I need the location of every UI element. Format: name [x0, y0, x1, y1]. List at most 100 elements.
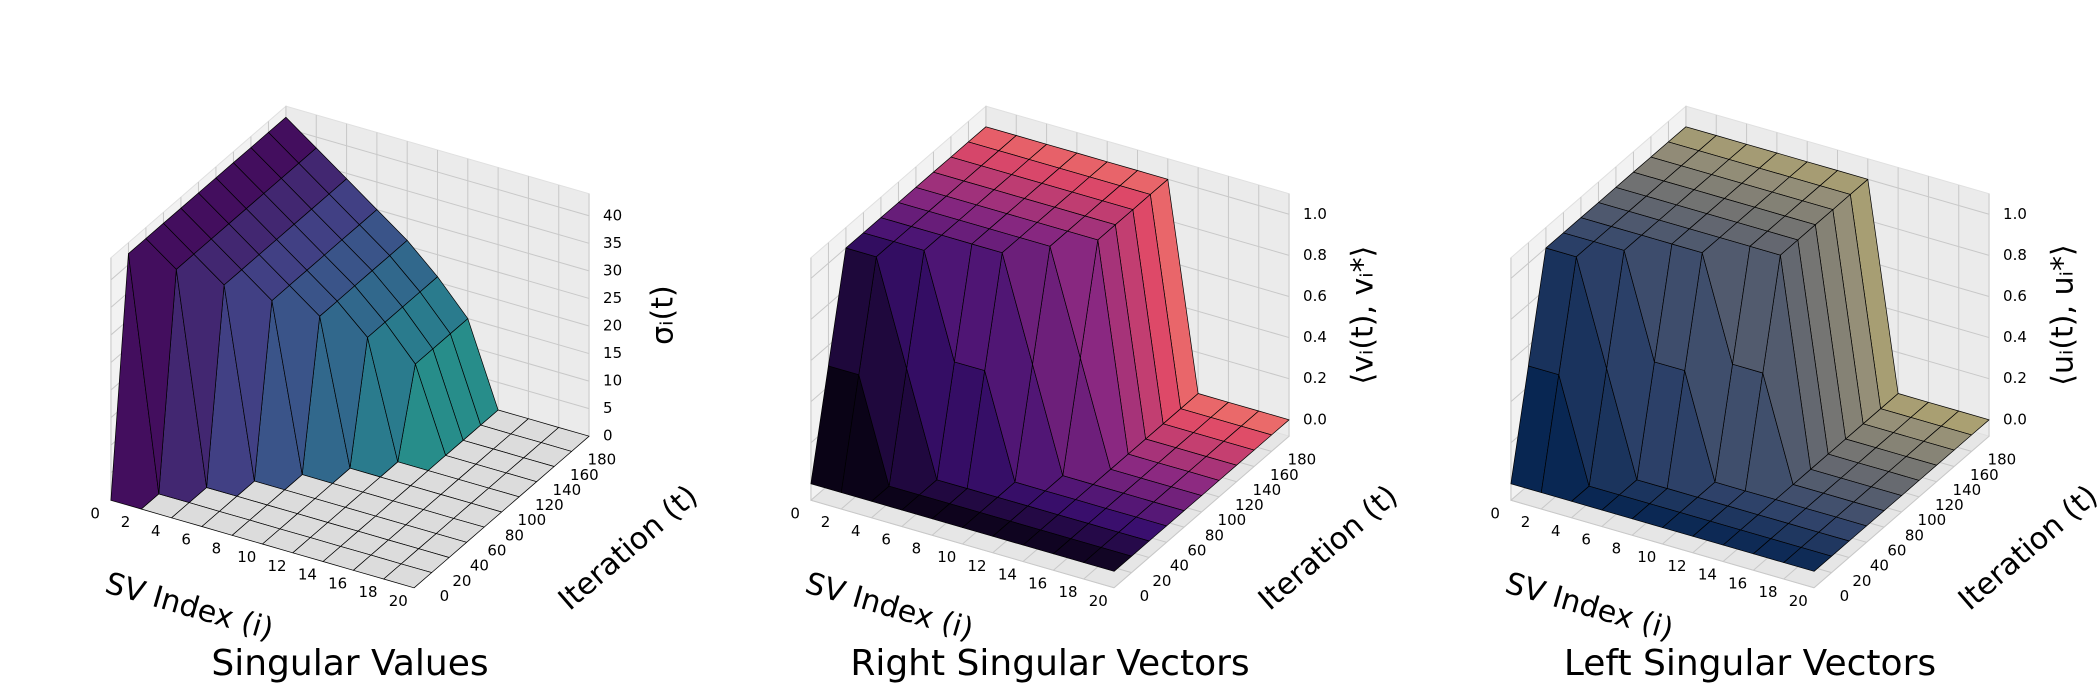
- y-tick-label: 0: [1140, 587, 1150, 605]
- surface-patch: [1049, 230, 1099, 359]
- z-tick-label: 10: [603, 372, 622, 390]
- x-tick-label: 0: [790, 504, 800, 522]
- z-tick-label: 0.2: [2003, 369, 2027, 387]
- x-tick-label: 4: [151, 522, 161, 540]
- y-tick-label: 140: [553, 481, 582, 499]
- z-tick-label: 35: [603, 234, 622, 252]
- x-tick-label: 16: [328, 574, 347, 592]
- y-axis-label: Iteration (t): [1252, 478, 1405, 617]
- surface-patch: [1001, 237, 1051, 365]
- x-tick-label: 14: [1698, 566, 1717, 584]
- surface-patch: [145, 222, 195, 270]
- x-tick-label: 8: [912, 539, 922, 557]
- y-tick-label: 0: [1840, 587, 1850, 605]
- y-tick-label: 100: [518, 511, 547, 529]
- z-tick-label: 0.2: [1303, 369, 1327, 387]
- surface-patch: [875, 241, 925, 369]
- x-tick-label: 18: [358, 583, 377, 601]
- z-tick-label: 0.4: [1303, 328, 1327, 346]
- x-tick-label: 10: [937, 548, 956, 566]
- x-tick-label: 20: [1089, 592, 1108, 610]
- subplot-title: Left Singular Vectors: [1564, 643, 1936, 684]
- x-tick-label: 18: [1058, 583, 1077, 601]
- y-tick-label: 40: [470, 557, 489, 575]
- x-tick-label: 14: [998, 566, 1017, 584]
- grid-line: [810, 499, 1115, 589]
- x-tick-label: 20: [1789, 592, 1808, 610]
- y-tick-label: 80: [1205, 526, 1224, 544]
- y-tick-label: 100: [1218, 511, 1247, 529]
- z-tick-label: 1.0: [2003, 205, 2027, 223]
- y-tick-label: 80: [505, 526, 524, 544]
- x-tick-label: 2: [121, 513, 131, 531]
- subplot-title: Singular Values: [211, 643, 488, 684]
- surface-patch: [1575, 241, 1625, 369]
- y-tick-label: 160: [570, 466, 599, 484]
- x-tick-label: 8: [212, 539, 222, 557]
- y-tick-label: 140: [1253, 481, 1282, 499]
- z-tick-label: 0.4: [2003, 328, 2027, 346]
- subplot: 0 2 4 6 8 10 12 14 16 18 20 02040608010012014016018…: [790, 105, 1405, 684]
- x-tick-label: 2: [821, 513, 831, 531]
- x-axis-label: SV Index (i): [1501, 566, 1677, 648]
- x-tick-label: 12: [1668, 557, 1687, 575]
- x-tick-label: 20: [389, 592, 408, 610]
- z-tick-label: 20: [603, 316, 622, 334]
- y-tick-label: 20: [1852, 572, 1871, 590]
- y-tick-label: 60: [1187, 542, 1206, 560]
- y-tick-label: 60: [487, 542, 506, 560]
- surface-patch: [1749, 230, 1799, 256]
- z-tick-label: 1.0: [1303, 205, 1327, 223]
- grid-line: [1510, 499, 1815, 589]
- x-tick-label: 4: [1551, 522, 1561, 540]
- z-tick-label: 5: [603, 399, 613, 417]
- x-tick-label: 6: [1581, 531, 1591, 549]
- z-tick-label: 40: [603, 206, 622, 224]
- x-axis-label: SV Index (i): [101, 566, 277, 648]
- x-axis-label: SV Index (i): [801, 566, 977, 648]
- y-tick-label: 40: [1170, 557, 1189, 575]
- y-axis-label: Iteration (t): [1952, 478, 2100, 617]
- y-tick-label: 120: [1235, 496, 1264, 514]
- y-axis-label: Iteration (t): [552, 478, 705, 617]
- y-tick-label: 180: [1288, 451, 1317, 469]
- y-tick-label: 160: [1970, 466, 1999, 484]
- y-tick-label: 100: [1918, 511, 1947, 529]
- y-tick-label: 60: [1887, 542, 1906, 560]
- z-tick-label: 0: [603, 427, 613, 445]
- x-tick-label: 18: [1758, 583, 1777, 601]
- z-tick-label: 0.6: [1303, 287, 1327, 305]
- z-axis-label: ⟨vᵢ(t), vᵢ*⟩: [1346, 246, 1381, 385]
- x-tick-label: 6: [881, 531, 891, 549]
- x-tick-label: 16: [1728, 574, 1747, 592]
- x-tick-label: 16: [1028, 574, 1047, 592]
- y-tick-label: 140: [1953, 481, 1982, 499]
- z-tick-label: 15: [603, 344, 622, 362]
- x-tick-label: 12: [268, 557, 287, 575]
- z-axis-label: ⟨uᵢ(t), uᵢ*⟩: [2046, 244, 2081, 385]
- x-tick-label: 10: [237, 548, 256, 566]
- y-tick-label: 160: [1270, 466, 1299, 484]
- x-tick-label: 8: [1612, 539, 1622, 557]
- y-tick-label: 20: [452, 572, 471, 590]
- z-tick-label: 0.0: [1303, 410, 1327, 428]
- x-tick-label: 12: [968, 557, 987, 575]
- z-tick-label: 25: [603, 289, 622, 307]
- x-tick-label: 4: [851, 522, 861, 540]
- x-tick-label: 6: [181, 531, 191, 549]
- z-tick-label: 0.8: [1303, 246, 1327, 264]
- x-tick-label: 0: [90, 504, 100, 522]
- surface-patch: [1783, 547, 1832, 572]
- x-tick-label: 2: [1521, 513, 1531, 531]
- y-tick-label: 180: [588, 451, 617, 469]
- x-tick-label: 10: [1637, 548, 1656, 566]
- surface-patch: [193, 238, 242, 286]
- z-axis-label: σᵢ(t): [646, 285, 681, 345]
- y-tick-label: 120: [1935, 496, 1964, 514]
- x-tick-label: 0: [1490, 504, 1500, 522]
- z-tick-label: 0.8: [2003, 246, 2027, 264]
- subplot: 0 2 4 6 8 10 12 14 16 18 20 02040608010012014016018…: [1490, 105, 2100, 684]
- surface-patch: [1083, 547, 1132, 572]
